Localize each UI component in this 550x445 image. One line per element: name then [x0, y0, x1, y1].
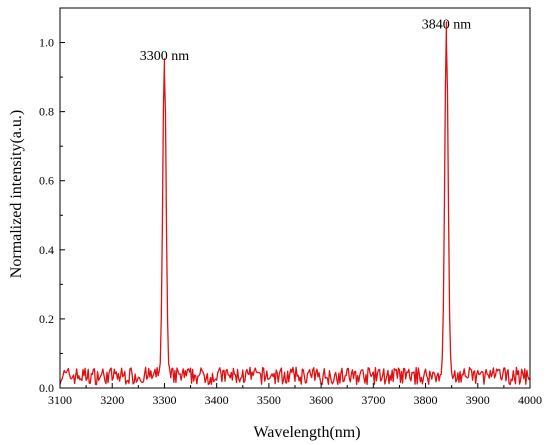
x-tick-label: 4000 [518, 393, 542, 407]
axes [59, 7, 531, 389]
plot-area [59, 21, 531, 386]
x-tick-label: 3700 [361, 393, 385, 407]
x-tick-label: 3900 [466, 393, 490, 407]
tick-marks [59, 7, 531, 389]
peak-label-3300: 3300 nm [140, 49, 190, 64]
peak-label-3840: 3840 nm [422, 18, 472, 33]
y-axis-title: Normalized intensity(a.u.) [8, 110, 25, 278]
x-tick-label: 3400 [205, 393, 229, 407]
x-tick-label: 3600 [309, 393, 333, 407]
y-tick-label: 0.8 [39, 105, 54, 119]
y-tick-label: 0.4 [39, 243, 54, 257]
y-tick-label: 0.0 [39, 381, 54, 395]
x-axis-title: Wavelength(nm) [253, 424, 360, 441]
y-tick-label: 0.6 [39, 174, 54, 188]
plot-frame [59, 7, 531, 389]
x-tick-label: 3800 [414, 393, 438, 407]
spectrum-line [59, 21, 531, 386]
y-tick-label: 0.2 [39, 312, 54, 326]
x-tick-label: 3100 [48, 393, 72, 407]
x-tick-label: 3300 [152, 393, 176, 407]
x-tick-label: 3500 [257, 393, 281, 407]
y-tick-label: 1.0 [39, 36, 54, 50]
x-tick-label: 3200 [100, 393, 124, 407]
